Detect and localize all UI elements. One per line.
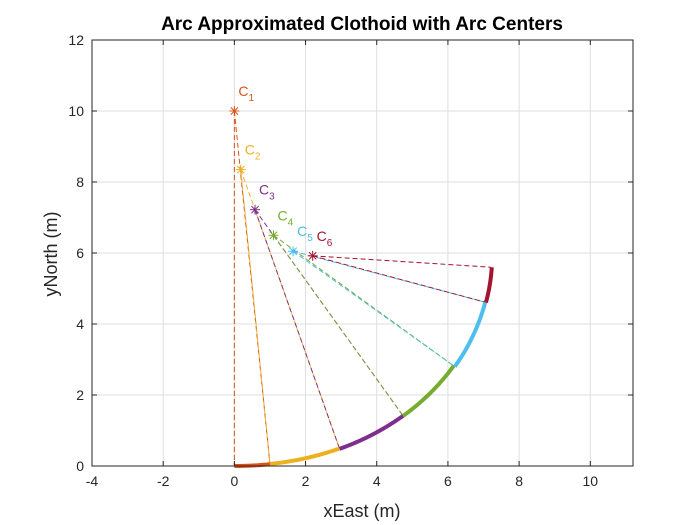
radius-line xyxy=(254,209,340,449)
arc-center-marker xyxy=(307,250,318,261)
arc-center-marker xyxy=(268,230,279,241)
x-tick-label: -4 xyxy=(86,473,99,489)
radius-line xyxy=(273,234,454,366)
x-tick-label: 0 xyxy=(230,473,238,489)
radius-line xyxy=(312,255,488,304)
radius-line xyxy=(292,250,454,366)
arc-center-label: C4 xyxy=(278,207,294,228)
y-tick-label: 2 xyxy=(76,387,84,403)
arc-center-label: C5 xyxy=(297,223,313,244)
arc-segments xyxy=(234,267,494,468)
y-tick-label: 6 xyxy=(76,245,84,261)
arc-segment xyxy=(453,301,488,368)
x-tick-label: 10 xyxy=(583,473,599,489)
x-tick-label: 8 xyxy=(515,473,523,489)
arc-center-label: C3 xyxy=(259,182,275,203)
y-tick-label: 12 xyxy=(68,32,84,48)
x-axis-label: xEast (m) xyxy=(323,501,400,521)
axis-ticks: -4 -2 0 2 4 6 8 10 0 2 4 6 8 10 12 xyxy=(68,32,633,489)
arc-center-marker xyxy=(229,106,240,116)
y-tick-label: 10 xyxy=(68,103,84,119)
grid-lines xyxy=(91,39,633,467)
radius-line xyxy=(240,169,271,465)
arc-segment xyxy=(401,364,456,418)
radius-line xyxy=(312,255,491,268)
y-tick-label: 4 xyxy=(76,316,84,332)
arc-center-label: C2 xyxy=(245,142,261,163)
radius-line xyxy=(273,234,404,417)
arc-center-marker xyxy=(235,164,246,175)
x-tick-label: -2 xyxy=(157,473,170,489)
arc-segment xyxy=(484,267,494,303)
chart-title: Arc Approximated Clothoid with Arc Cente… xyxy=(161,14,563,35)
y-axis-label: yNorth (m) xyxy=(41,212,61,297)
x-tick-label: 4 xyxy=(373,473,381,489)
arc-center-label: C1 xyxy=(238,83,254,104)
arc-center-marker xyxy=(288,246,299,257)
arc-center-label: C6 xyxy=(317,228,333,249)
x-tick-label: 2 xyxy=(302,473,310,489)
radius-lines xyxy=(233,110,491,466)
arc-segment xyxy=(338,414,405,451)
y-tick-label: 0 xyxy=(76,458,84,474)
y-tick-label: 8 xyxy=(76,174,84,190)
x-tick-label: 6 xyxy=(444,473,452,489)
arc-segment xyxy=(269,446,341,466)
arc-center-marker xyxy=(250,204,261,215)
